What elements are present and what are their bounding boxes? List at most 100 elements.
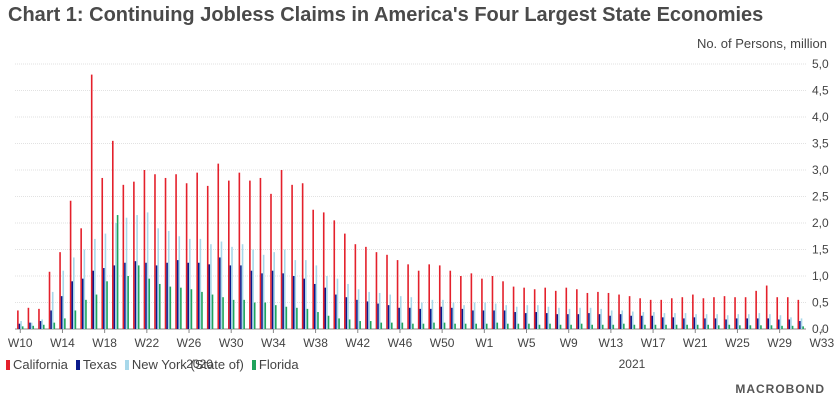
bar-florida [665,324,667,329]
bar-florida [296,307,298,329]
bar-texas [556,314,559,329]
bar-california [154,174,156,329]
bar-new-york-state-of [157,228,159,329]
bar-florida [549,323,551,329]
x-tick-label: W34 [261,336,286,350]
bar-new-york-state-of [642,312,645,329]
x-tick-label: W13 [599,336,624,350]
x-year-label: 2020 [186,357,213,371]
bar-new-york-state-of [621,310,624,329]
bar-texas [261,273,263,329]
bar-new-york-state-of [389,294,392,329]
bar-california [428,264,430,329]
bar-california [249,180,251,329]
bar-texas [335,294,337,329]
legend-swatch-new-york [124,359,129,370]
bar-new-york-state-of [357,289,360,329]
bar-florida [95,294,98,329]
bar-texas [514,312,516,329]
bar-florida [781,325,783,329]
bar-florida [485,323,488,329]
bar-new-york-state-of [790,317,792,329]
bar-new-york-state-of [526,305,529,329]
bar-new-york-state-of [62,270,65,329]
bar-florida [760,325,762,329]
bar-new-york-state-of [368,291,370,329]
x-tick-label: W14 [50,336,75,350]
bar-florida [496,322,499,329]
bar-california [365,246,367,329]
bar-florida [338,318,340,329]
bar-california [639,298,641,329]
bar-florida [454,323,456,329]
x-tick-label: W5 [518,336,536,350]
bar-florida [106,281,108,329]
bar-texas [366,301,369,329]
bar-new-york-state-of [83,249,86,329]
bar-california [354,244,357,329]
bar-florida [633,324,636,329]
bar-florida [222,297,224,329]
bar-texas [493,310,495,329]
bar-california [322,212,325,329]
bar-california [786,297,789,329]
bar-florida [306,308,309,329]
bar-new-york-state-of [231,246,233,329]
y-tick-label: 2,0 [812,216,829,230]
bar-texas [408,307,411,329]
bar-florida [570,324,572,329]
bar-florida [85,299,87,329]
bar-new-york-state-of [283,249,286,329]
y-tick-label: 2,5 [812,190,829,204]
y-tick-label: 4,0 [812,110,829,124]
bar-florida [42,324,45,329]
bar-florida [137,265,140,329]
bar-florida [116,215,119,329]
chart-title: Chart 1: Continuing Jobless Claims in Am… [8,4,764,26]
bar-florida [580,323,583,329]
bar-california [333,220,336,329]
bar-new-york-state-of [769,314,771,329]
bar-california [607,292,610,329]
bar-california [765,285,768,329]
bar-florida [211,294,214,329]
legend: California Texas New York (State of) Flo… [6,357,299,372]
bar-new-york-state-of [452,302,455,329]
bar-california [670,298,673,329]
bar-new-york-state-of [399,296,402,329]
bar-new-york-state-of [378,292,381,329]
bar-texas [472,310,474,329]
bar-florida [528,323,530,329]
bar-california [744,297,747,329]
bar-florida [770,325,773,329]
x-tick-label: W17 [641,336,666,350]
bar-florida [401,322,404,329]
bar-california [491,276,494,329]
x-tick-label: W25 [725,336,750,350]
bar-texas [546,313,548,329]
bar-texas [197,262,200,329]
bar-california [280,170,283,329]
bar-florida [707,324,710,329]
bar-california [38,308,40,329]
bar-new-york-state-of [463,305,465,329]
bar-california [797,299,800,329]
x-tick-label: W33 [809,336,834,350]
bar-texas [60,296,63,329]
bar-california [143,170,146,329]
bar-florida [32,325,35,329]
bar-california [270,193,272,329]
bar-florida [274,305,277,329]
bar-florida [317,312,319,329]
bar-florida [158,283,161,329]
bar-california [597,291,599,329]
bar-california [312,209,314,329]
bar-texas [187,262,190,329]
bar-new-york-state-of [747,314,750,329]
bar-new-york-state-of [537,305,539,329]
bar-california [375,252,378,329]
bar-florida [644,324,646,329]
bar-texas [71,281,74,329]
bar-texas [345,297,348,329]
bar-florida [517,323,520,329]
